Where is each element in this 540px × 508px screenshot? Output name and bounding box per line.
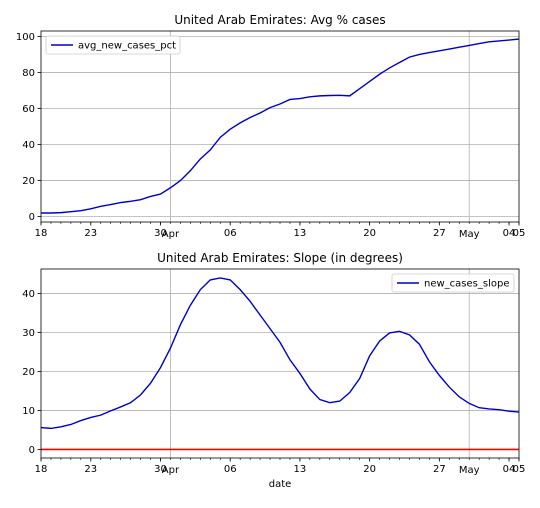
x-tick-label: 23 — [84, 464, 97, 475]
chart-title: United Arab Emirates: Avg % cases — [174, 13, 385, 27]
x-tick-label: 06 — [224, 464, 237, 475]
legend-box — [45, 35, 181, 55]
legend-label: avg_new_cases_pct — [78, 41, 176, 52]
x-month-label: May — [459, 465, 480, 476]
y-tick-label: 30 — [22, 328, 35, 339]
plot-frame — [40, 268, 520, 459]
y-tick-label: 20 — [22, 176, 35, 187]
y-tick-label: 100 — [16, 32, 35, 43]
legend-box — [391, 273, 515, 293]
y-tick-label: 40 — [22, 289, 35, 300]
y-tick-label: 0 — [29, 445, 35, 456]
x-tick-label: 04 — [503, 228, 516, 239]
legend: new_cases_slope — [391, 273, 515, 293]
x-tick-label: 18 — [35, 464, 48, 475]
y-tick-label: 40 — [22, 140, 35, 151]
x-month-label: May — [459, 229, 480, 240]
y-tick-label: 0 — [29, 212, 35, 223]
y-tick-label: 20 — [22, 367, 35, 378]
y-tick-label: 80 — [22, 68, 35, 79]
x-tick-label: 18 — [35, 228, 48, 239]
x-tick-label: 06 — [224, 228, 237, 239]
chart-title: United Arab Emirates: Slope (in degrees) — [157, 251, 403, 265]
x-tick-label: 13 — [294, 464, 307, 475]
series-line-new_cases_slope — [40, 277, 520, 430]
y-tick-label: 10 — [22, 406, 35, 417]
legend: avg_new_cases_pct — [45, 35, 181, 55]
x-month-label: Apr — [162, 229, 180, 240]
x-month-label: Apr — [162, 465, 180, 476]
x-tick-label: 05 — [513, 464, 526, 475]
x-tick-label: 20 — [363, 464, 376, 475]
series-line-avg_new_cases_pct — [41, 38, 520, 214]
x-tick-label: 30 — [154, 228, 167, 239]
legend-label: new_cases_slope — [424, 279, 509, 290]
y-tick-label: 60 — [22, 104, 35, 115]
x-tick-label: 27 — [433, 464, 446, 475]
x-tick-label: 27 — [433, 228, 446, 239]
x-tick-label: 30 — [154, 464, 167, 475]
x-tick-label: 23 — [84, 228, 97, 239]
plot-frame — [40, 30, 520, 223]
x-tick-label: 20 — [363, 228, 376, 239]
x-tick-label: 13 — [294, 228, 307, 239]
x-tick-label: 04 — [503, 464, 516, 475]
x-tick-label: 05 — [513, 228, 526, 239]
x-axis-label: date — [269, 479, 292, 490]
